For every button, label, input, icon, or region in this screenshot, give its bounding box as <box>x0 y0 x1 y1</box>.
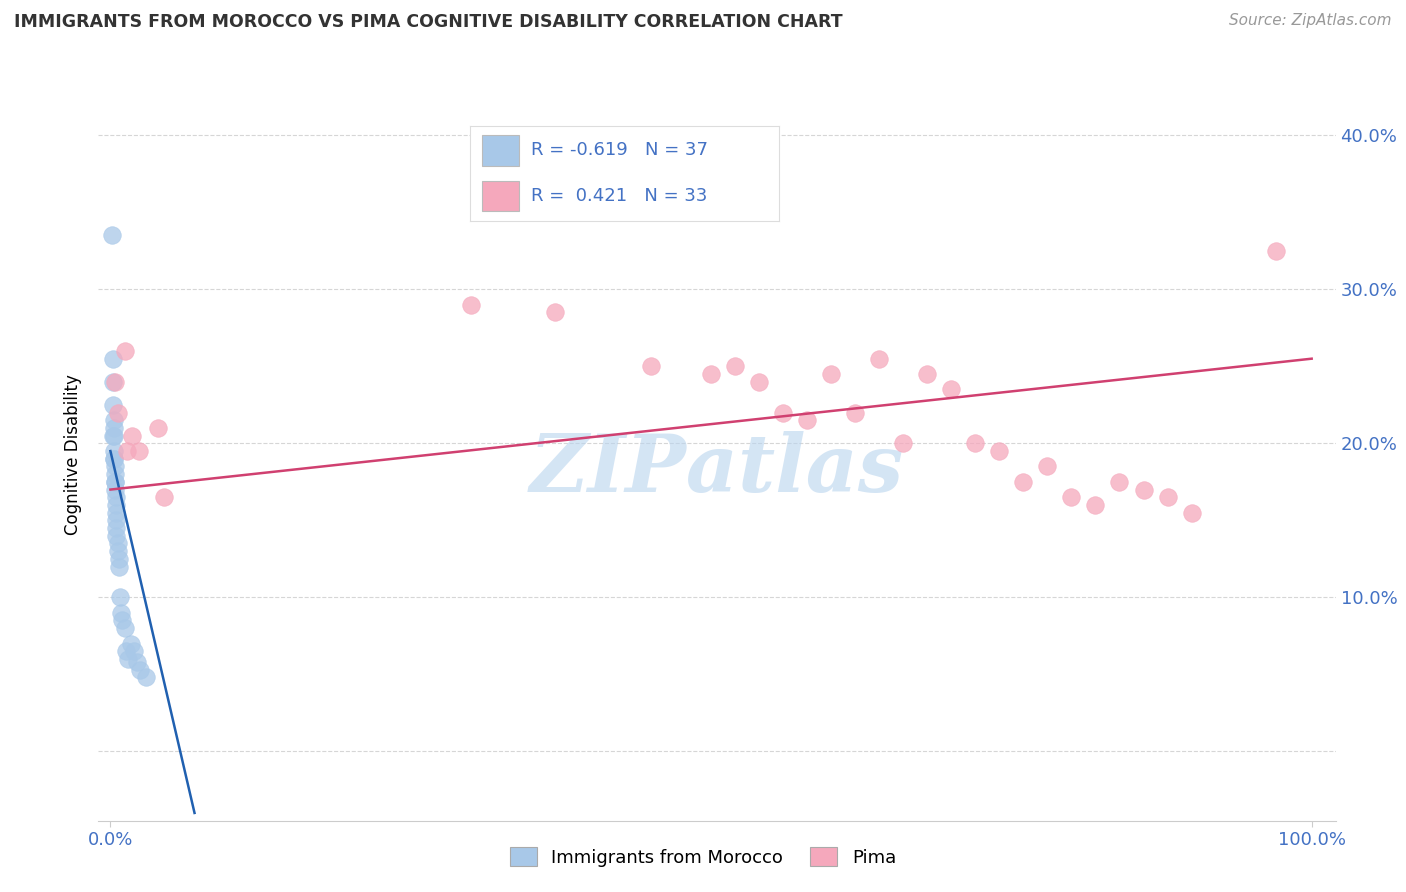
Point <box>128 444 150 458</box>
Text: IMMIGRANTS FROM MOROCCO VS PIMA COGNITIVE DISABILITY CORRELATION CHART: IMMIGRANTS FROM MOROCCO VS PIMA COGNITIV… <box>14 13 842 31</box>
Point <box>544 305 567 319</box>
Point <box>100 228 122 243</box>
Point <box>700 367 723 381</box>
Point <box>105 490 128 504</box>
Legend: Immigrants from Morocco, Pima: Immigrants from Morocco, Pima <box>503 840 903 874</box>
FancyBboxPatch shape <box>482 136 519 166</box>
Point <box>104 475 127 489</box>
Point <box>105 506 128 520</box>
Point <box>114 621 136 635</box>
Point <box>103 451 125 466</box>
Point <box>117 652 139 666</box>
Point <box>103 428 125 442</box>
Point <box>121 428 143 442</box>
Point <box>101 375 124 389</box>
Point <box>104 467 127 482</box>
Point <box>868 351 890 366</box>
Point <box>748 375 770 389</box>
Point <box>104 459 127 474</box>
Point <box>108 591 131 605</box>
Point <box>105 529 128 543</box>
Text: Source: ZipAtlas.com: Source: ZipAtlas.com <box>1229 13 1392 29</box>
FancyBboxPatch shape <box>482 181 519 211</box>
Point <box>104 375 127 389</box>
Point <box>1084 498 1107 512</box>
Point <box>917 367 939 381</box>
Point <box>104 483 127 497</box>
Point <box>101 351 124 366</box>
Point <box>103 421 125 435</box>
Point <box>115 644 138 658</box>
Point <box>111 614 134 628</box>
Point <box>108 559 131 574</box>
Point <box>965 436 987 450</box>
Point <box>103 413 125 427</box>
Point <box>103 451 125 466</box>
Point <box>1036 459 1059 474</box>
Point <box>1180 506 1202 520</box>
Point <box>988 444 1011 458</box>
Point <box>108 552 131 566</box>
Point <box>120 636 142 650</box>
Point <box>844 406 866 420</box>
Point <box>124 644 146 658</box>
Point <box>114 343 136 358</box>
Point <box>460 298 482 312</box>
Point <box>107 536 129 550</box>
Point <box>1060 490 1083 504</box>
Text: R = -0.619   N = 37: R = -0.619 N = 37 <box>531 142 709 160</box>
Point <box>153 490 176 504</box>
Point <box>105 521 128 535</box>
Point <box>820 367 842 381</box>
Point <box>125 655 148 669</box>
Point <box>724 359 747 374</box>
Point <box>129 663 152 677</box>
Point <box>105 498 128 512</box>
Text: R =  0.421   N = 33: R = 0.421 N = 33 <box>531 187 707 205</box>
Point <box>107 406 129 420</box>
Point <box>103 444 125 458</box>
Point <box>772 406 794 420</box>
Point <box>1156 490 1178 504</box>
Point <box>1012 475 1035 489</box>
Point <box>104 475 127 489</box>
Point <box>796 413 818 427</box>
Point <box>110 606 132 620</box>
Point <box>148 421 170 435</box>
Point <box>941 383 963 397</box>
Point <box>891 436 914 450</box>
Point <box>135 670 157 684</box>
Point <box>1108 475 1130 489</box>
Point <box>1132 483 1154 497</box>
Text: ZIP​atlas: ZIP​atlas <box>530 431 904 508</box>
Point <box>640 359 662 374</box>
Point <box>101 428 124 442</box>
Point <box>1264 244 1286 258</box>
Point <box>105 513 128 527</box>
Point <box>117 444 139 458</box>
Point <box>101 398 124 412</box>
Y-axis label: Cognitive Disability: Cognitive Disability <box>65 375 83 535</box>
Point <box>107 544 129 558</box>
